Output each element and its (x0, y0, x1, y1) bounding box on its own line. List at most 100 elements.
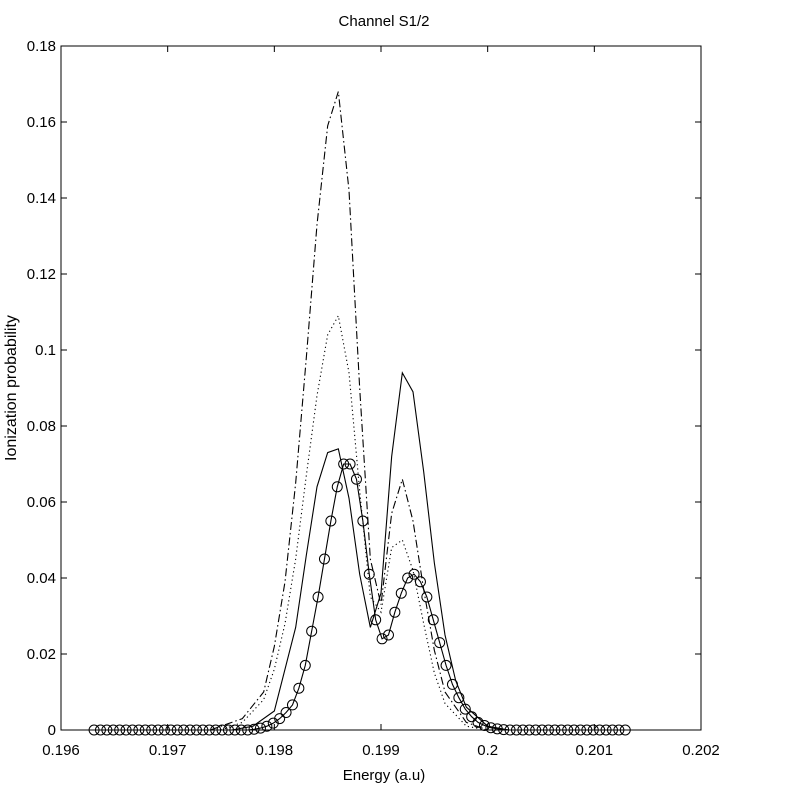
series-4-point (536, 724, 548, 736)
series-4-point (139, 724, 151, 736)
series-4-point (293, 682, 305, 694)
series-line-4-solid (94, 463, 626, 731)
y-tick-label: 0.12 (27, 266, 56, 283)
series-4-point (254, 722, 266, 734)
x-tick-label: 0.199 (362, 742, 400, 759)
series-4-point (549, 724, 561, 736)
series-4-point (581, 724, 593, 736)
x-tick-label: 0.198 (256, 742, 294, 759)
series-line-2-dash-dot (210, 91, 488, 731)
series-4-point (306, 625, 318, 637)
series-4-point (542, 724, 554, 736)
series-4-point (414, 576, 426, 588)
x-axis-label: Energy (a.u) (343, 767, 426, 784)
x-tick-label: 0.202 (682, 742, 720, 759)
series-4-point (286, 699, 298, 711)
series-4-point (261, 720, 273, 732)
series-4-point (357, 515, 369, 527)
series-4-point (101, 724, 113, 736)
series-4-point (242, 724, 254, 736)
series-4-point (498, 724, 510, 736)
series-4-point (248, 723, 260, 735)
series-4-point (184, 724, 196, 736)
series-4-point (555, 724, 567, 736)
x-tick-label: 0.196 (42, 742, 80, 759)
series-4-point (530, 724, 542, 736)
y-tick-label: 0 (48, 722, 56, 739)
series-4-point (562, 724, 574, 736)
x-tick-label: 0.2 (477, 742, 498, 759)
y-tick-label: 0.16 (27, 114, 56, 131)
series-4-point (94, 724, 106, 736)
series-4-point (363, 568, 375, 580)
data-series (88, 91, 631, 736)
y-tick-label: 0.04 (27, 570, 56, 587)
series-4-point (389, 606, 401, 618)
series-4-point (606, 724, 618, 736)
series-4-point (466, 711, 478, 723)
series-4-point (395, 587, 407, 599)
series-4-point (126, 724, 138, 736)
series-4-point (434, 637, 446, 649)
series-4-point (152, 724, 164, 736)
y-tick-label: 0.06 (27, 494, 56, 511)
series-4-point (453, 692, 465, 704)
series-4-point (600, 724, 612, 736)
series-4-point (574, 724, 586, 736)
series-4-point (427, 614, 439, 626)
series-4-point (344, 458, 356, 470)
series-4-point (133, 724, 145, 736)
y-axis-label: Ionization probability (3, 315, 20, 461)
series-4-point (446, 678, 458, 690)
series-4-point (517, 724, 529, 736)
series-4-point (114, 724, 126, 736)
series-4-point (235, 724, 247, 736)
series-4-point (382, 629, 394, 641)
series-4-point (421, 591, 433, 603)
series-4-point (376, 633, 388, 645)
y-tick-label: 0.08 (27, 418, 56, 435)
series-4-point (510, 724, 522, 736)
series-4-point (120, 724, 132, 736)
series-4-point (312, 591, 324, 603)
series-4-point (171, 724, 183, 736)
series-4-point (370, 614, 382, 626)
series-4-point (299, 659, 311, 671)
y-tick-label: 0.02 (27, 646, 56, 663)
series-4-point (280, 707, 292, 719)
series-4-point (178, 724, 190, 736)
axis-ticks: 0.196 0.197 0.198 0.199 0.2 0.201 0.202 0 0.02 0.… (27, 38, 720, 759)
series-4-point (88, 724, 100, 736)
series-4-point (472, 716, 484, 728)
series-4-point (568, 724, 580, 736)
y-tick-label: 0.18 (27, 38, 56, 55)
y-tick-label: 0.14 (27, 190, 56, 207)
series-4-point (222, 724, 234, 736)
series-4-point (478, 719, 490, 731)
series-4-point (440, 659, 452, 671)
y-tick-label: 0.1 (35, 342, 56, 359)
series-line-1-solid (231, 371, 510, 731)
x-tick-label: 0.197 (149, 742, 187, 759)
series-4-point (190, 724, 202, 736)
series-4-point (350, 473, 362, 485)
series-4-point (338, 458, 350, 470)
plot-area-frame (60, 45, 702, 731)
chart-title: Channel S1/2 (339, 13, 430, 30)
series-4-point (408, 568, 420, 580)
x-tick-label: 0.201 (576, 742, 614, 759)
series-4-point (165, 724, 177, 736)
series-4-point (459, 703, 471, 715)
series-4-point (491, 723, 503, 735)
series-4-point (523, 724, 535, 736)
series-4-point (587, 724, 599, 736)
series-4-point (485, 722, 497, 734)
series-4-point (504, 724, 516, 736)
series-4-point (146, 724, 158, 736)
series-line-3-dotted (220, 314, 488, 731)
series-4-point (619, 724, 631, 736)
series-4-point (274, 713, 286, 725)
series-4-point (203, 724, 215, 736)
series-4-point (216, 724, 228, 736)
